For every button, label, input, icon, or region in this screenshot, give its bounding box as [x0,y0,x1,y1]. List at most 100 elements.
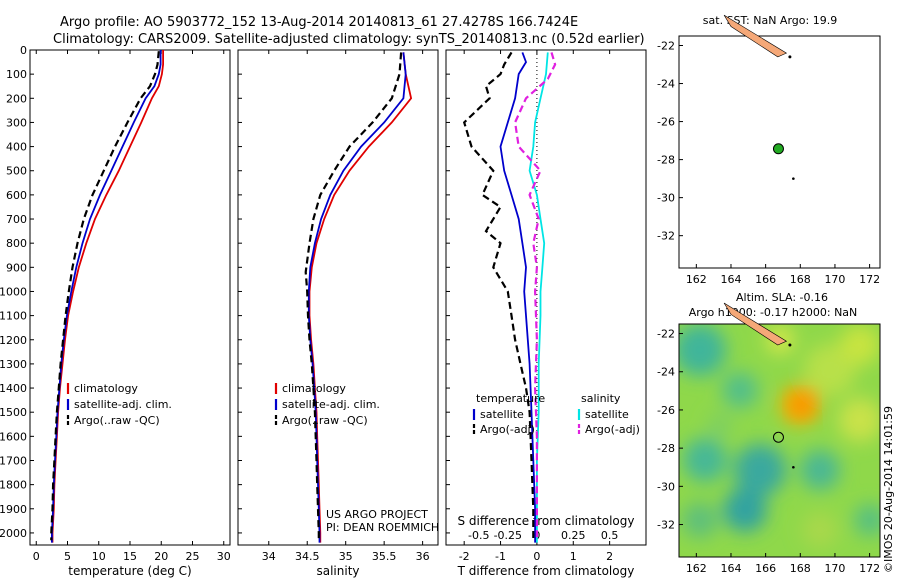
depth-tick-label: 800 [6,237,27,250]
project-annotation: PI: DEAN ROEMMICH [326,521,439,534]
salinity-xtick-label: 34 [262,550,276,563]
sst-island [792,177,795,180]
sst-float-marker [772,143,784,155]
difference-xtick-label: 2 [606,550,613,563]
sla-field-blob [683,438,727,482]
sla-field-blob [679,324,726,376]
temperature-xtick-label: 30 [217,550,231,563]
salinity-legend-label: climatology [282,382,346,395]
sla-island [792,465,795,469]
difference-xtick-top-label: -0.25 [494,529,522,542]
sst-ytick-label: -30 [657,192,675,205]
legend-header-temperature: temperature [476,392,545,405]
depth-tick-label: 1900 [0,503,27,516]
depth-tick-label: 600 [6,189,27,202]
sst-xtick-label: 166 [755,273,776,286]
temperature-series-line [50,51,160,541]
sst-xtick-label: 168 [790,273,811,286]
sst-ytick-label: -26 [657,116,675,129]
sla-field-blob [682,502,718,538]
sst-map-title: sat. SST: NaN Argo: 19.9 [703,14,837,27]
difference-axes-frame [445,49,647,546]
difference-legend-label: Argo(-adj) [480,423,535,436]
salinity-legend-label: satellite-adj. clim. [282,398,380,411]
sla-xtick-label: 162 [686,562,707,575]
depth-tick-label: 1000 [0,285,27,298]
sst-map-frame [678,35,881,269]
salinity-panel: 34 34.5 35 35.5 36 salinity climatology satelli… [237,49,439,578]
sst-ytick-label: -32 [657,230,675,243]
depth-tick-label: 2000 [0,527,27,540]
salinity-xlabel: salinity [316,564,359,578]
depth-tick-label: 500 [6,165,27,178]
depth-tick-label: 1300 [0,358,27,371]
header-line-2: Climatology: CARS2009. Satellite-adjuste… [53,32,645,47]
sla-xtick-label: 168 [790,562,811,575]
difference-xtick-top-label: -0.5 [468,529,489,542]
depth-tick-label: 1600 [0,430,27,443]
project-annotation: US ARGO PROJECT [326,508,428,521]
sla-xtick-label: 172 [859,562,880,575]
depth-tick-label: 1200 [0,334,27,347]
sla-island [788,343,792,347]
temperature-panel: 0 5 10 15 20 25 300100200300400500600700800900… [0,44,231,578]
sla-map-title-2: Argo h1000: -0.17 h2000: NaN [689,306,858,319]
sla-field [679,324,880,548]
sla-ytick-label: -30 [657,480,675,493]
difference-xlabel: T difference from climatology [457,564,635,578]
sla-field-blob [708,413,732,437]
sst-ytick-label: -22 [657,40,675,53]
sla-map: Altim. SLA: -0.16 Argo h1000: -0.17 h200… [657,291,881,575]
difference-series-line [513,52,557,541]
difference-panel: -2 -1 0 1 2T difference from climatology S di… [445,49,647,578]
depth-tick-label: 300 [6,116,27,129]
sst-ytick-label: -24 [657,78,675,91]
difference-series-line [499,52,536,543]
difference-xtick-top-label: 0.5 [601,529,619,542]
difference-xlabel-top: S difference from climatology [458,514,635,528]
sst-xtick-label: 164 [720,273,741,286]
depth-tick-label: 0 [20,44,27,57]
sst-xtick-label: 162 [686,273,707,286]
sst-xtick-label: 170 [824,273,845,286]
depth-tick-label: 1700 [0,454,27,467]
sla-ytick-label: -22 [657,328,675,341]
temperature-axes-frame [29,49,231,546]
depth-tick-label: 900 [6,261,27,274]
depth-tick-label: 400 [6,141,27,154]
depth-tick-label: 1400 [0,382,27,395]
depth-tick-label: 100 [6,68,27,81]
sla-ytick-label: -26 [657,404,675,417]
difference-legend-label: Argo(-adj) [585,423,640,436]
sla-field-blob [802,512,838,548]
salinity-series-line [304,52,403,541]
sla-field-blob [734,444,786,496]
temperature-xtick-label: 0 [33,550,40,563]
salinity-xtick-label: 35.5 [372,550,397,563]
sla-ytick-label: -32 [657,519,675,532]
sla-field-blob [800,450,840,490]
salinity-legend-label: Argo(..raw -QC) [282,414,368,427]
difference-series-line [528,52,549,543]
sst-xtick-label: 172 [859,273,880,286]
sst-island [788,55,792,59]
depth-tick-label: 1100 [0,310,27,323]
sst-ytick-label: -28 [657,154,675,167]
imos-stamp: ©IMOS 20-Aug-2014 14:01:59 [882,406,895,573]
difference-xtick-top-label: 0.25 [561,529,586,542]
sla-map-title-1: Altim. SLA: -0.16 [736,291,828,304]
depth-tick-label: 700 [6,213,27,226]
sla-field-blob [804,344,856,396]
depth-tick-label: 200 [6,92,27,105]
difference-xtick-label: -1 [495,550,506,563]
depth-tick-label: 1500 [0,406,27,419]
temperature-legend-label: Argo(..raw -QC) [74,414,160,427]
temperature-xtick-label: 20 [154,550,168,563]
salinity-xtick-label: 34.5 [295,550,320,563]
sla-field-high [792,395,812,415]
sla-xtick-label: 164 [720,562,741,575]
difference-xtick-label: 1 [570,550,577,563]
sst-map: sat. SST: NaN Argo: 19.9 162 164 166 168 170… [657,14,881,286]
salinity-series-line [307,52,407,543]
